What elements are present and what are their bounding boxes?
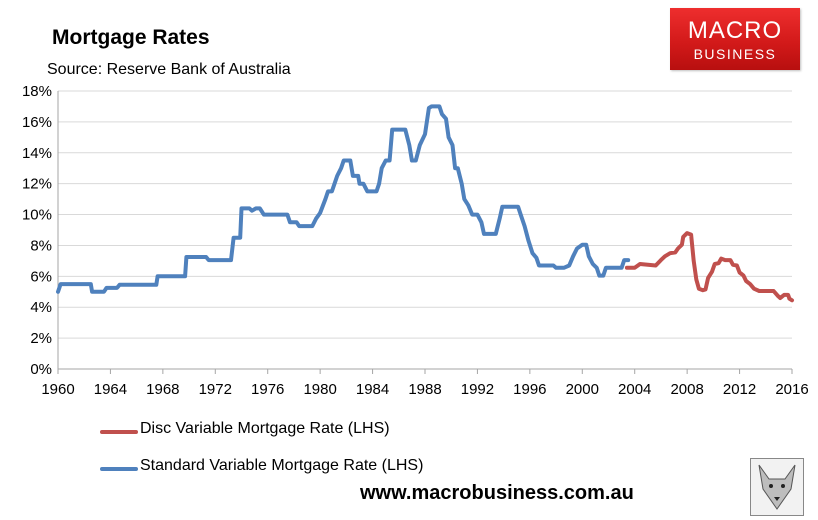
chart-title: Mortgage Rates bbox=[52, 26, 210, 49]
x-tick-label: 1992 bbox=[461, 381, 494, 398]
y-tick-label: 4% bbox=[30, 299, 52, 316]
y-tick-label: 10% bbox=[22, 207, 52, 224]
y-tick-label: 14% bbox=[22, 145, 52, 162]
legend-label-disc: Disc Variable Mortgage Rate (LHS) bbox=[140, 420, 390, 437]
y-tick-label: 8% bbox=[30, 237, 52, 254]
fox-logo-icon bbox=[750, 458, 804, 516]
x-tick-label: 1976 bbox=[251, 381, 284, 398]
x-tick-label: 2012 bbox=[723, 381, 756, 398]
y-tick-label: 12% bbox=[22, 176, 52, 193]
legend-label-standard: Standard Variable Mortgage Rate (LHS) bbox=[140, 457, 424, 474]
x-tick-label: 1964 bbox=[94, 381, 127, 398]
chart-source: Source: Reserve Bank of Australia bbox=[47, 61, 291, 78]
y-tick-label: 18% bbox=[22, 83, 52, 100]
x-tick-label: 1960 bbox=[41, 381, 74, 398]
y-tick-label: 16% bbox=[22, 114, 52, 131]
x-tick-label: 2000 bbox=[566, 381, 599, 398]
x-tick-label: 2004 bbox=[618, 381, 651, 398]
x-tick-label: 2008 bbox=[670, 381, 703, 398]
x-tick-label: 2016 bbox=[775, 381, 808, 398]
x-tick-label: 1984 bbox=[356, 381, 389, 398]
y-tick-label: 0% bbox=[30, 361, 52, 378]
y-tick-label: 2% bbox=[30, 330, 52, 347]
x-tick-label: 1988 bbox=[408, 381, 441, 398]
website-url: www.macrobusiness.com.au bbox=[360, 482, 634, 504]
x-tick-label: 1972 bbox=[199, 381, 232, 398]
series-line-standard-variable bbox=[56, 104, 631, 294]
series-line-disc-variable bbox=[624, 231, 794, 303]
legend-swatch-disc bbox=[100, 430, 138, 434]
logo-text-business: BUSINESS bbox=[693, 46, 777, 62]
macrobusiness-logo: MACRO BUSINESS bbox=[670, 8, 800, 70]
y-tick-label: 6% bbox=[30, 268, 52, 285]
x-tick-label: 1996 bbox=[513, 381, 546, 398]
x-tick-label: 1980 bbox=[303, 381, 336, 398]
logo-text-macro: MACRO bbox=[687, 17, 783, 44]
legend-swatch-standard bbox=[100, 467, 138, 471]
x-tick-label: 1968 bbox=[146, 381, 179, 398]
